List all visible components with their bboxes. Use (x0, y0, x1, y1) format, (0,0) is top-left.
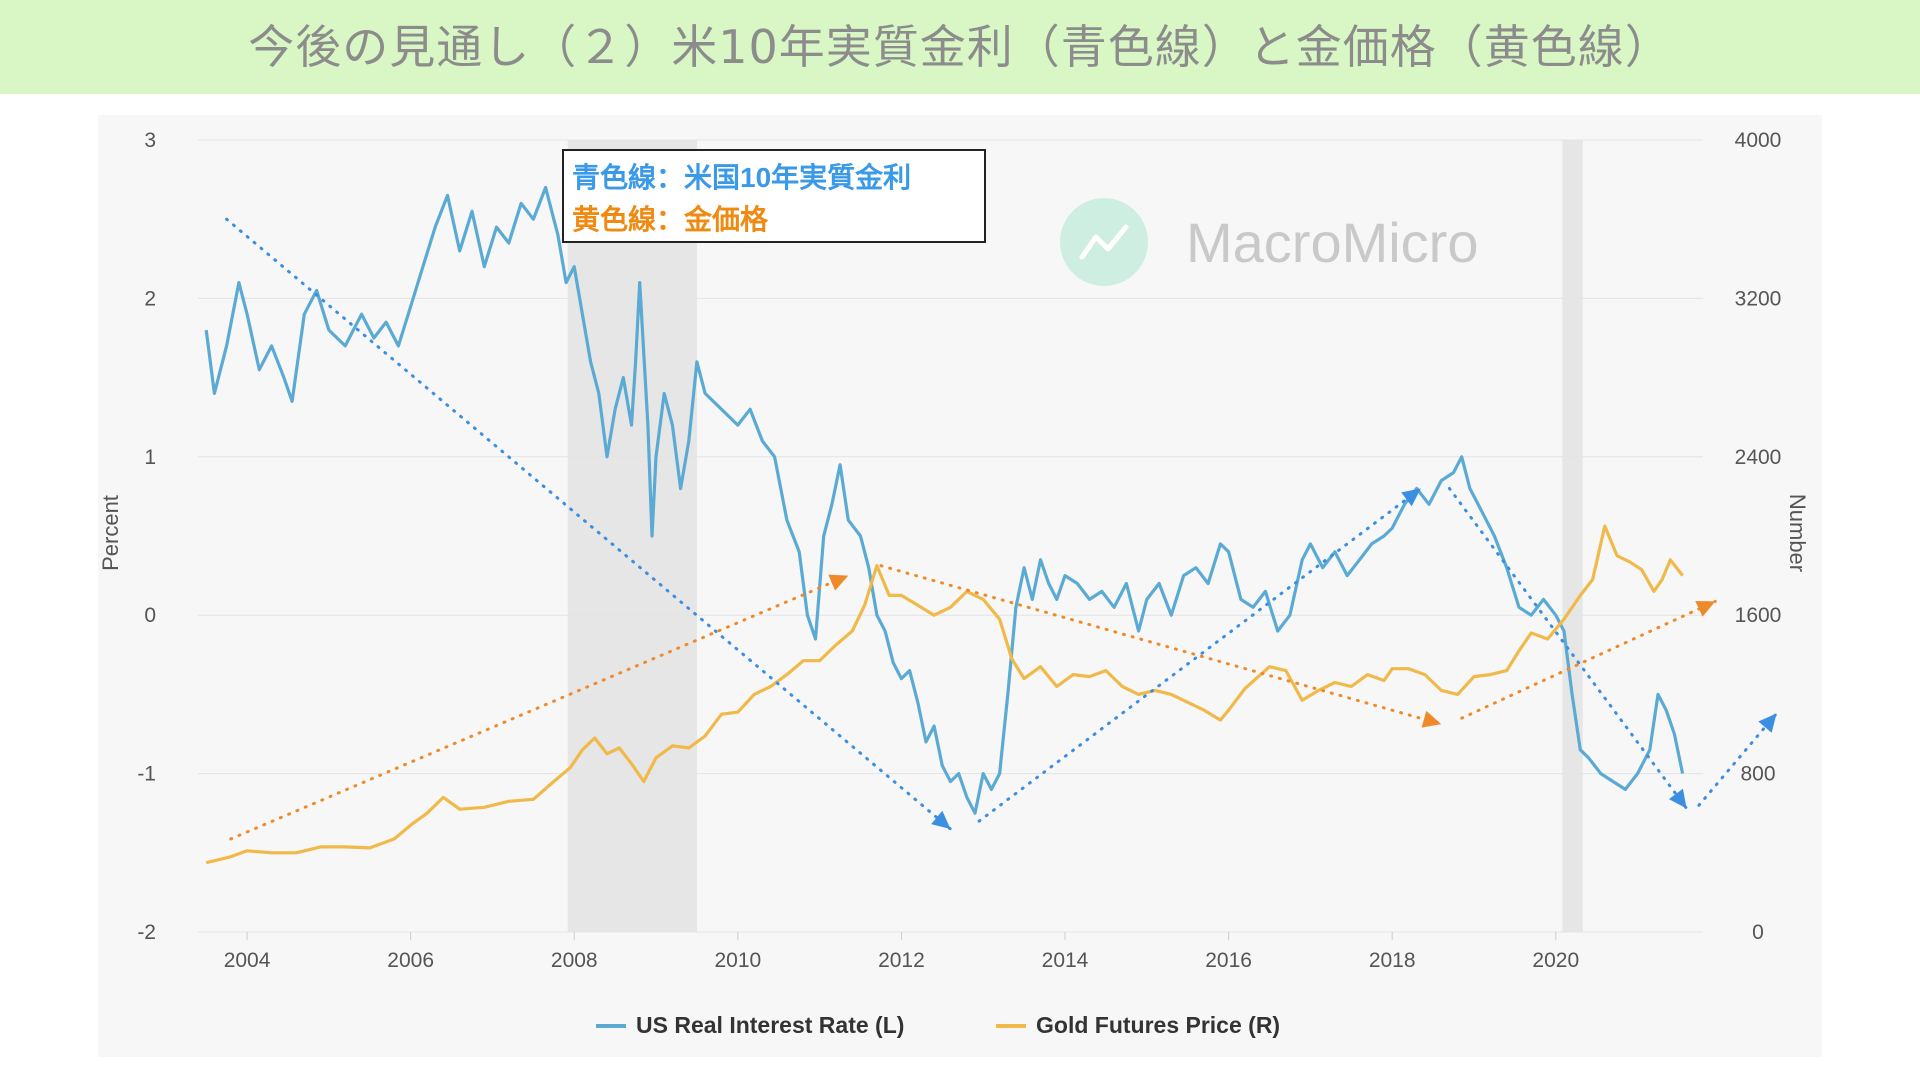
annotation-blue: 青色線：米国10年実質金利 (572, 161, 911, 193)
series-line-0 (204, 185, 1685, 815)
x-tick-label: 2014 (1042, 949, 1089, 972)
y-right-label: Number (1785, 494, 1810, 572)
recession-band-0 (567, 140, 697, 932)
plot-background (98, 115, 1822, 1057)
watermark: MacroMicro (1060, 198, 1478, 286)
y-left-tick: -2 (137, 921, 156, 944)
y-right-tick: 800 (1740, 763, 1775, 786)
y-right-tick: 4000 (1735, 129, 1782, 152)
trend-arrow-4 (229, 574, 850, 841)
trend-arrowhead-3 (1758, 713, 1777, 733)
chart-container: 3 2 1 0 -1 -2 4000 3200 2400 1600 800 0 2004 2006 2008… (98, 115, 1822, 1057)
gridlines (198, 139, 1703, 933)
y-right-tick: 1600 (1735, 604, 1782, 627)
y-left-tick: 3 (144, 129, 156, 152)
trend-arrowhead-6 (1695, 600, 1716, 617)
y-right-tick: 2400 (1735, 446, 1782, 469)
trend-arrow-2 (1447, 486, 1689, 810)
y-left-tick: 0 (144, 604, 156, 627)
trend-arrowhead-4 (828, 574, 849, 591)
y-left-tick: -1 (137, 763, 156, 786)
x-tick-label: 2020 (1532, 949, 1579, 972)
trend-arrow-6 (1460, 599, 1717, 720)
data-series (204, 185, 1685, 865)
annotation-gold: 黄色線：金価格 (572, 203, 769, 235)
legend-label-0: US Real Interest Rate (L) (636, 1012, 904, 1038)
y-right-tick: 0 (1752, 921, 1764, 944)
trend-arrowhead-1 (1401, 488, 1421, 507)
slide-title: 今後の見通し（２）米10年実質金利（青色線）と金価格（黄色線） (248, 20, 1672, 74)
legend-label-1: Gold Futures Price (R) (1036, 1012, 1280, 1038)
watermark-icon-stroke (1079, 224, 1129, 260)
watermark-text: MacroMicro (1186, 211, 1478, 274)
trend-arrow-3 (1697, 711, 1779, 807)
trend-arrow-5 (879, 564, 1443, 726)
recession-band-1 (1562, 140, 1583, 932)
x-tick-label: 2010 (714, 949, 761, 972)
annotation-box: 青色線：米国10年実質金利 黄色線：金価格 (562, 149, 986, 243)
series-line-1 (205, 524, 1684, 865)
trend-arrow-1 (977, 486, 1423, 823)
x-tick-label: 2006 (387, 949, 434, 972)
recession-bands (567, 140, 1583, 932)
x-tick-label: 2012 (878, 949, 925, 972)
legend: US Real Interest Rate (L) Gold Futures Pr… (596, 1012, 1280, 1038)
line-chart: 3 2 1 0 -1 -2 4000 3200 2400 1600 800 0 2004 2006 2008… (98, 115, 1822, 1057)
title-banner: 今後の見通し（２）米10年実質金利（青色線）と金価格（黄色線） (0, 0, 1920, 94)
trend-arrowhead-2 (1668, 788, 1687, 809)
x-tick-label: 2004 (224, 949, 271, 972)
y-right-tick: 3200 (1735, 287, 1782, 310)
x-tick-label: 2018 (1369, 949, 1416, 972)
x-tick-label: 2008 (551, 949, 598, 972)
y-left-label: Percent (98, 495, 123, 571)
y-left-tick: 2 (144, 287, 156, 310)
y-left-tick: 1 (144, 446, 156, 469)
axis-ticks: 3 2 1 0 -1 -2 4000 3200 2400 1600 800 0 2004 2006 2008… (137, 129, 1781, 972)
trend-arrowhead-5 (1421, 710, 1442, 728)
trend-arrowhead-0 (931, 810, 951, 830)
trend-arrows (225, 217, 1779, 841)
annotation-frame (562, 149, 986, 243)
x-tick-label: 2016 (1205, 949, 1252, 972)
